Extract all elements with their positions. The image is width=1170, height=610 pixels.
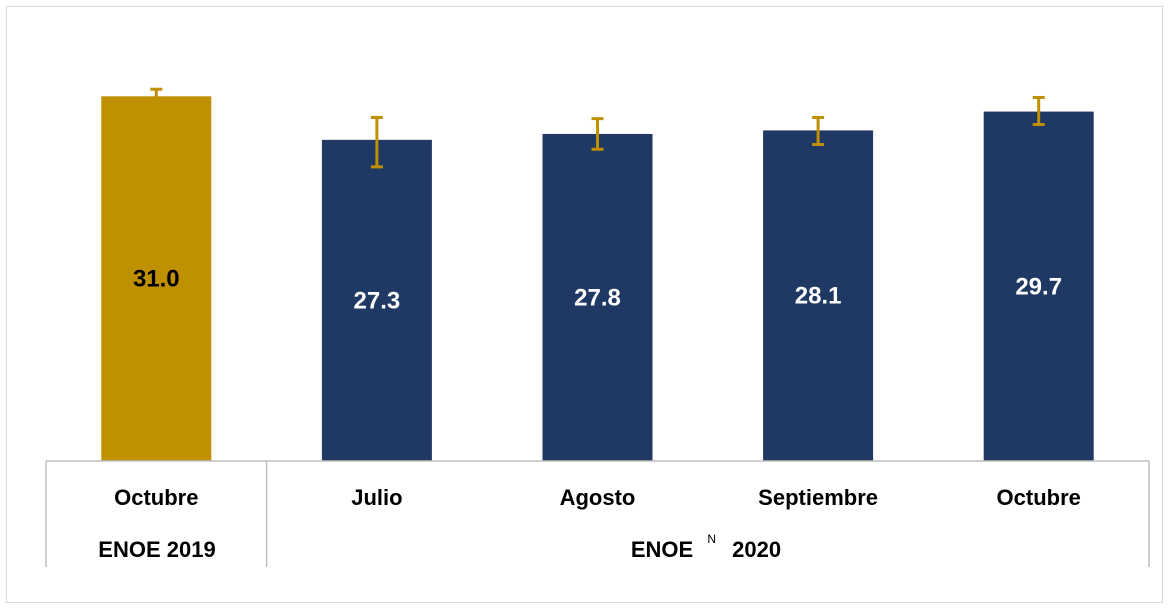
error-bar-0 bbox=[150, 87, 163, 105]
value-label-2: 27.8 bbox=[574, 284, 621, 311]
bar-1 bbox=[321, 139, 432, 461]
bar-4 bbox=[983, 111, 1094, 462]
value-label-1: 27.3 bbox=[354, 287, 401, 314]
error-bars-layer bbox=[150, 87, 1045, 169]
group-label-2020-year: 2020 bbox=[732, 537, 781, 562]
bar-3 bbox=[763, 130, 874, 462]
bar-0 bbox=[101, 96, 212, 461]
group-label-2020: ENOE N 2020 bbox=[631, 523, 781, 562]
chart-frame bbox=[6, 6, 1163, 603]
error-bar-2 bbox=[591, 117, 604, 151]
error-bar-1 bbox=[370, 115, 383, 169]
group-label-2019: ENOE 2019 bbox=[98, 537, 215, 562]
category-label-4: Octubre bbox=[997, 485, 1081, 510]
category-label-3: Septiembre bbox=[758, 485, 878, 510]
value-label-3: 28.1 bbox=[795, 283, 842, 310]
category-label-0: Octubre bbox=[114, 485, 198, 510]
value-labels-layer: 31.0 27.3 27.8 28.1 29.7 bbox=[133, 266, 1062, 315]
category-label-1: Julio bbox=[351, 485, 402, 510]
value-label-0: 31.0 bbox=[133, 266, 180, 293]
group-label-2020-sup: N bbox=[707, 532, 716, 546]
category-axis bbox=[45, 460, 1150, 567]
error-bar-4 bbox=[1032, 95, 1045, 127]
error-bar-3 bbox=[812, 115, 825, 147]
category-labels-layer: Octubre Julio Agosto Septiembre Octubre bbox=[114, 485, 1081, 510]
value-label-4: 29.7 bbox=[1015, 273, 1062, 300]
group-label-2020-main: ENOE bbox=[631, 537, 693, 562]
bar-2 bbox=[542, 133, 653, 462]
bars-layer bbox=[101, 96, 1094, 462]
category-label-2: Agosto bbox=[560, 485, 636, 510]
